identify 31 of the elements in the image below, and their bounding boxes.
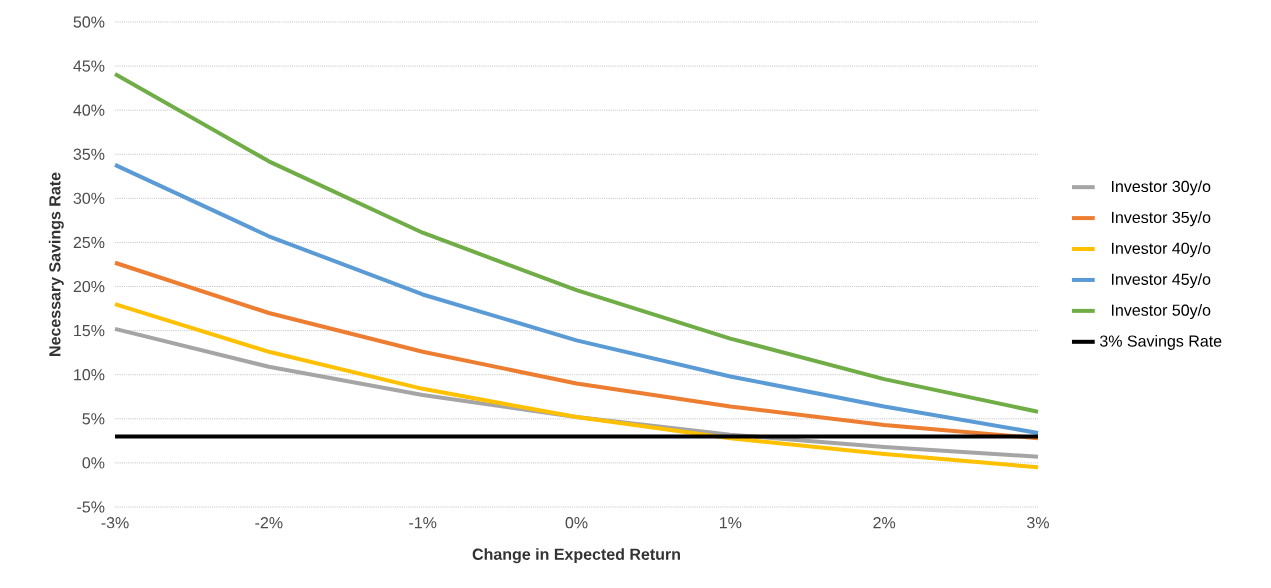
y-tick-label: 15% <box>74 324 105 337</box>
x-tick-label: -1% <box>409 517 437 529</box>
legend-label: Investor 50y/o <box>1111 304 1211 319</box>
x-tick-label: 2% <box>873 517 896 529</box>
x-tick-label: -3% <box>101 517 129 529</box>
x-tick-label: 1% <box>719 517 742 529</box>
y-tick-label: 50% <box>73 16 105 28</box>
y-tick-label: 45% <box>73 60 105 72</box>
legend-label: Investor 30y/o <box>1111 180 1211 196</box>
legend-label: Investor 45y/o <box>1111 273 1211 289</box>
line-series <box>113 260 1040 441</box>
x-tick-label: 0% <box>565 517 588 529</box>
legend-label: Investor 40y/o <box>1111 242 1211 258</box>
legend-label: Investor 35y/o <box>1111 211 1211 227</box>
y-tick-label: 25% <box>73 236 105 249</box>
y-tick-label: 20% <box>73 280 105 293</box>
y-tick-label: -5% <box>77 501 105 513</box>
y-tick-label: 10% <box>74 369 105 381</box>
y-tick-label: 40% <box>73 104 105 116</box>
y-tick-label: 30% <box>73 192 105 205</box>
y-tick-label: 0% <box>82 457 105 469</box>
line-series <box>113 162 1040 435</box>
legend-label: 3% Savings Rate <box>1099 335 1222 350</box>
y-axis-title: Necessary Savings Rate <box>48 172 64 356</box>
line-series <box>113 302 1040 470</box>
y-tick-label: 35% <box>73 148 105 160</box>
line-series <box>113 72 1040 414</box>
y-tick-label: 5% <box>82 413 105 425</box>
x-tick-label: -2% <box>255 517 283 529</box>
x-tick-label: 3% <box>1027 517 1049 529</box>
x-axis-title: Change in Expected Return <box>472 548 680 564</box>
